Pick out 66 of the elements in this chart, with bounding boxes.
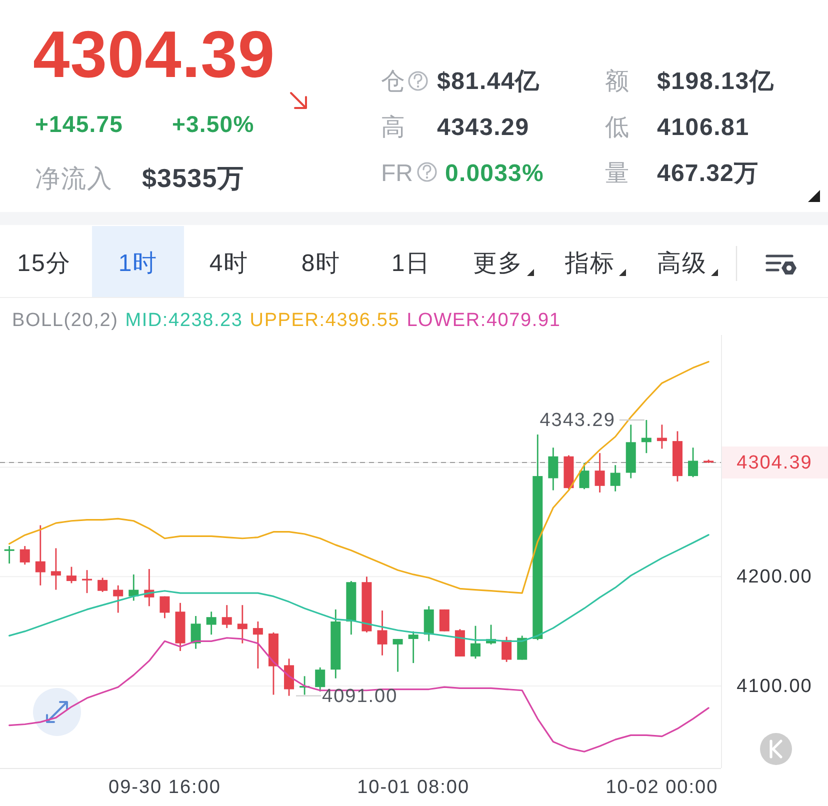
text: 15分 bbox=[17, 250, 71, 277]
candlestick bbox=[113, 584, 124, 614]
text: $3535万 bbox=[142, 163, 244, 193]
text: 1时 bbox=[118, 250, 158, 277]
text: 净流入 bbox=[35, 165, 113, 193]
text: FR bbox=[381, 160, 413, 187]
annotation: 4091.00 bbox=[322, 685, 398, 706]
x-tick-label: 09-30 16:00 bbox=[108, 776, 221, 798]
text: MID:4238.23 bbox=[125, 310, 243, 330]
text: 8时 bbox=[301, 250, 341, 277]
candlestick bbox=[4, 545, 14, 564]
candlestick bbox=[579, 462, 590, 490]
text: LOWER:4079.91 bbox=[406, 310, 561, 330]
text: 4304.39 bbox=[33, 17, 276, 91]
candlestick bbox=[656, 424, 667, 450]
candlestick bbox=[688, 446, 698, 478]
text: 4343.29 bbox=[437, 114, 530, 141]
candlestick bbox=[641, 419, 652, 454]
candlestick bbox=[392, 638, 403, 672]
candlestick bbox=[377, 610, 388, 656]
candlestick bbox=[237, 604, 248, 644]
text: 1日 bbox=[391, 250, 431, 277]
text: 指标 bbox=[564, 250, 615, 277]
candlestick bbox=[252, 620, 263, 670]
text: 量 bbox=[605, 160, 629, 187]
text: 仓 bbox=[381, 68, 405, 95]
candlestick bbox=[82, 569, 92, 594]
candlestick bbox=[35, 524, 46, 586]
text: 4时 bbox=[209, 250, 249, 277]
candlestick bbox=[50, 548, 61, 590]
text: 467.32万 bbox=[657, 160, 759, 187]
text: 高 bbox=[381, 114, 405, 141]
text: $198.13亿 bbox=[657, 68, 774, 95]
legend-title: BOLL(20,2) bbox=[12, 310, 118, 330]
text: UPPER:4396.55 bbox=[250, 310, 400, 330]
line-series bbox=[8, 360, 710, 594]
text: 低 bbox=[605, 114, 629, 141]
x-tick-label: 10-01 08:00 bbox=[357, 776, 470, 798]
text: +3.50% bbox=[172, 111, 254, 137]
y-tick-label: 4100.00 bbox=[736, 675, 812, 696]
candlestick bbox=[610, 464, 620, 492]
candlestick bbox=[20, 545, 30, 566]
candlestick bbox=[470, 625, 480, 660]
candlestick bbox=[222, 604, 232, 629]
text: 高级 bbox=[657, 250, 707, 277]
text: +145.75 bbox=[35, 111, 123, 137]
candlestick bbox=[206, 610, 216, 636]
text: 额 bbox=[605, 68, 629, 95]
candlestick bbox=[439, 608, 450, 632]
candlestick bbox=[190, 615, 201, 650]
candlestick bbox=[548, 446, 558, 491]
annotation: 4343.29 bbox=[540, 409, 616, 430]
text: 4106.81 bbox=[657, 114, 750, 141]
candlestick bbox=[408, 630, 418, 664]
candlestick bbox=[517, 634, 528, 660]
x-tick-label: 10-02 00:00 bbox=[606, 776, 718, 798]
candlestick bbox=[98, 577, 108, 593]
candlestick bbox=[502, 636, 512, 663]
candlestick bbox=[66, 566, 76, 584]
y-tick-label: 4304.39 bbox=[736, 452, 812, 474]
text: 更多 bbox=[473, 250, 523, 277]
text: 0.0033% bbox=[445, 160, 544, 187]
candlestick bbox=[594, 452, 605, 494]
text: $81.44亿 bbox=[437, 68, 540, 95]
y-tick-label: 4200.00 bbox=[736, 566, 812, 588]
candlestick bbox=[160, 596, 170, 619]
